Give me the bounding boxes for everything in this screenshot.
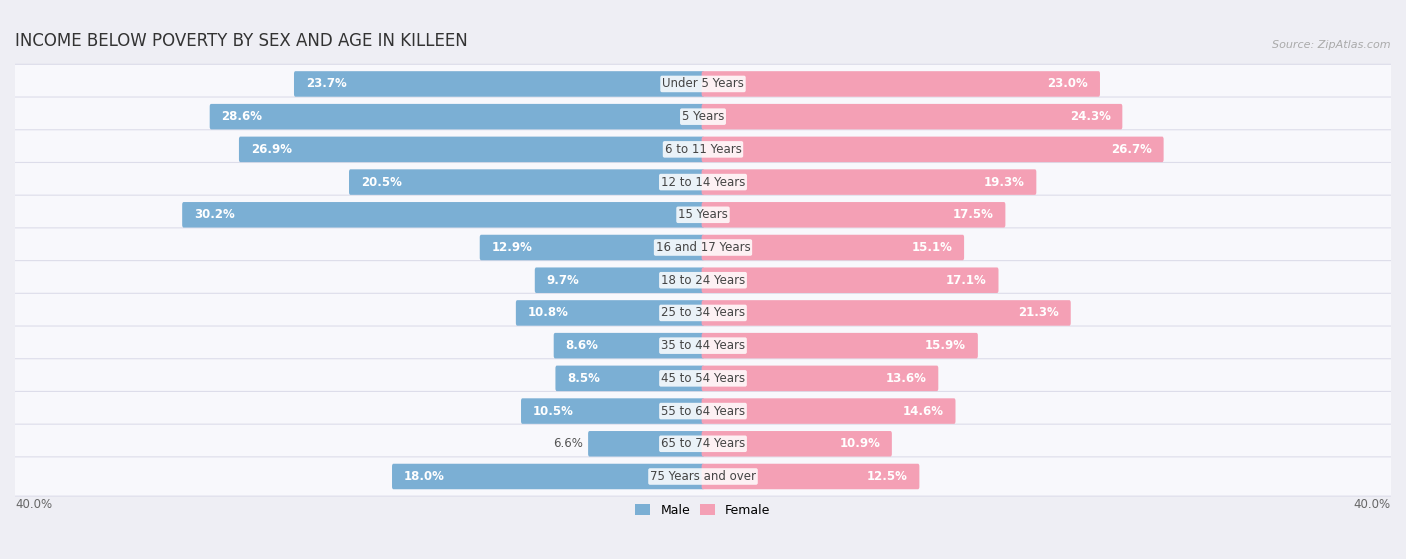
FancyBboxPatch shape xyxy=(702,399,956,424)
FancyBboxPatch shape xyxy=(11,391,1395,430)
FancyBboxPatch shape xyxy=(702,366,938,391)
Legend: Male, Female: Male, Female xyxy=(630,499,776,522)
FancyBboxPatch shape xyxy=(11,130,1395,169)
Text: 45 to 54 Years: 45 to 54 Years xyxy=(661,372,745,385)
FancyBboxPatch shape xyxy=(11,359,1395,398)
Text: 6.6%: 6.6% xyxy=(553,437,582,451)
FancyBboxPatch shape xyxy=(392,464,704,489)
FancyBboxPatch shape xyxy=(294,71,704,97)
Text: 15.9%: 15.9% xyxy=(925,339,966,352)
FancyBboxPatch shape xyxy=(11,260,1395,300)
FancyBboxPatch shape xyxy=(554,333,704,358)
FancyBboxPatch shape xyxy=(702,267,998,293)
FancyBboxPatch shape xyxy=(209,104,704,130)
Text: 12 to 14 Years: 12 to 14 Years xyxy=(661,176,745,188)
Text: 24.3%: 24.3% xyxy=(1070,110,1111,123)
Text: 17.5%: 17.5% xyxy=(953,209,994,221)
FancyBboxPatch shape xyxy=(702,71,1099,97)
Text: 26.7%: 26.7% xyxy=(1111,143,1152,156)
Text: 21.3%: 21.3% xyxy=(1018,306,1059,319)
Text: 30.2%: 30.2% xyxy=(194,209,235,221)
FancyBboxPatch shape xyxy=(702,464,920,489)
FancyBboxPatch shape xyxy=(702,333,977,358)
FancyBboxPatch shape xyxy=(702,104,1122,130)
FancyBboxPatch shape xyxy=(588,431,704,457)
FancyBboxPatch shape xyxy=(11,163,1395,202)
Text: 8.5%: 8.5% xyxy=(567,372,600,385)
Text: 35 to 44 Years: 35 to 44 Years xyxy=(661,339,745,352)
FancyBboxPatch shape xyxy=(702,235,965,260)
Text: 18 to 24 Years: 18 to 24 Years xyxy=(661,274,745,287)
FancyBboxPatch shape xyxy=(702,431,891,457)
Text: 12.5%: 12.5% xyxy=(868,470,908,483)
Text: 10.9%: 10.9% xyxy=(839,437,880,451)
Text: 65 to 74 Years: 65 to 74 Years xyxy=(661,437,745,451)
FancyBboxPatch shape xyxy=(702,136,1164,162)
FancyBboxPatch shape xyxy=(555,366,704,391)
Text: 19.3%: 19.3% xyxy=(984,176,1025,188)
FancyBboxPatch shape xyxy=(349,169,704,195)
Text: 25 to 34 Years: 25 to 34 Years xyxy=(661,306,745,319)
Text: 55 to 64 Years: 55 to 64 Years xyxy=(661,405,745,418)
Text: Source: ZipAtlas.com: Source: ZipAtlas.com xyxy=(1272,40,1391,50)
FancyBboxPatch shape xyxy=(11,195,1395,234)
FancyBboxPatch shape xyxy=(702,202,1005,228)
Text: 14.6%: 14.6% xyxy=(903,405,943,418)
Text: 10.5%: 10.5% xyxy=(533,405,574,418)
Text: 23.7%: 23.7% xyxy=(305,78,346,91)
FancyBboxPatch shape xyxy=(516,300,704,326)
Text: INCOME BELOW POVERTY BY SEX AND AGE IN KILLEEN: INCOME BELOW POVERTY BY SEX AND AGE IN K… xyxy=(15,32,468,50)
FancyBboxPatch shape xyxy=(11,228,1395,267)
FancyBboxPatch shape xyxy=(534,267,704,293)
FancyBboxPatch shape xyxy=(702,169,1036,195)
FancyBboxPatch shape xyxy=(11,424,1395,463)
FancyBboxPatch shape xyxy=(11,293,1395,333)
Text: 17.1%: 17.1% xyxy=(946,274,987,287)
FancyBboxPatch shape xyxy=(11,326,1395,365)
Text: 15.1%: 15.1% xyxy=(911,241,952,254)
Text: 10.8%: 10.8% xyxy=(527,306,568,319)
Text: 15 Years: 15 Years xyxy=(678,209,728,221)
Text: 13.6%: 13.6% xyxy=(886,372,927,385)
FancyBboxPatch shape xyxy=(11,97,1395,136)
FancyBboxPatch shape xyxy=(239,136,704,162)
Text: 16 and 17 Years: 16 and 17 Years xyxy=(655,241,751,254)
Text: 5 Years: 5 Years xyxy=(682,110,724,123)
Text: 6 to 11 Years: 6 to 11 Years xyxy=(665,143,741,156)
Text: 9.7%: 9.7% xyxy=(547,274,579,287)
FancyBboxPatch shape xyxy=(11,64,1395,103)
Text: 12.9%: 12.9% xyxy=(492,241,533,254)
FancyBboxPatch shape xyxy=(11,457,1395,496)
Text: 40.0%: 40.0% xyxy=(15,498,52,511)
FancyBboxPatch shape xyxy=(522,399,704,424)
FancyBboxPatch shape xyxy=(479,235,704,260)
FancyBboxPatch shape xyxy=(183,202,704,228)
Text: 18.0%: 18.0% xyxy=(404,470,444,483)
Text: 26.9%: 26.9% xyxy=(250,143,291,156)
Text: 75 Years and over: 75 Years and over xyxy=(650,470,756,483)
Text: 28.6%: 28.6% xyxy=(221,110,263,123)
Text: 23.0%: 23.0% xyxy=(1047,78,1088,91)
Text: Under 5 Years: Under 5 Years xyxy=(662,78,744,91)
Text: 40.0%: 40.0% xyxy=(1354,498,1391,511)
FancyBboxPatch shape xyxy=(702,300,1071,326)
Text: 20.5%: 20.5% xyxy=(361,176,402,188)
Text: 8.6%: 8.6% xyxy=(565,339,599,352)
